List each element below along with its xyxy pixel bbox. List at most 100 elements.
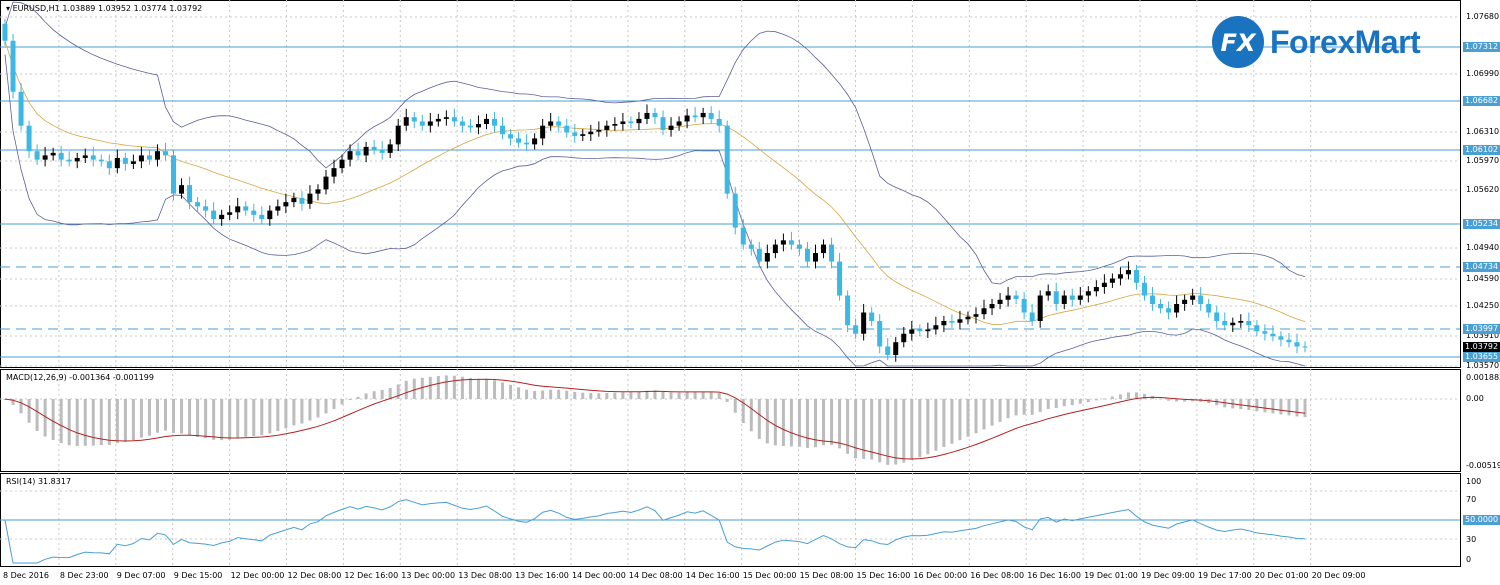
- macd-histogram-bar: [172, 399, 176, 433]
- candle-body: [660, 117, 666, 130]
- macd-histogram-bar: [773, 399, 777, 446]
- macd-histogram-bar: [284, 399, 288, 429]
- candle-body: [34, 151, 40, 160]
- macd-histogram-bar: [565, 390, 569, 399]
- macd-histogram-bar: [123, 399, 127, 442]
- macd-histogram-bar: [950, 399, 954, 444]
- macd-histogram-bar: [878, 399, 882, 463]
- candle-body: [556, 121, 562, 126]
- candle-body: [740, 227, 746, 245]
- candle-body: [243, 206, 249, 211]
- candle-body: [1238, 320, 1244, 323]
- dropdown-arrow-icon[interactable]: ▾: [6, 4, 11, 13]
- macd-histogram-bar: [19, 399, 23, 414]
- macd-histogram-bar: [412, 378, 416, 399]
- candle-body: [973, 314, 979, 317]
- candle-body: [748, 244, 754, 249]
- macd-histogram-bar: [733, 399, 737, 413]
- macd-histogram-bar: [549, 389, 553, 399]
- main-chart-pane[interactable]: ▾ EURUSD,H1 1.03889 1.03952 1.03774 1.03…: [0, 0, 1500, 370]
- candle-body: [179, 185, 185, 194]
- macd-histogram-bar: [966, 399, 970, 437]
- candle-body: [307, 193, 313, 204]
- candle-body: [1005, 295, 1011, 300]
- candle-body: [764, 253, 770, 262]
- macd-histogram-bar: [1118, 394, 1122, 399]
- macd-histogram-bar: [67, 399, 71, 446]
- macd-histogram-bar: [1215, 399, 1219, 406]
- candle-body: [195, 202, 201, 207]
- macd-histogram-bar: [1046, 399, 1050, 409]
- rsi-chart[interactable]: [0, 473, 1500, 568]
- candle-body: [997, 299, 1003, 305]
- candle-body: [451, 117, 457, 122]
- candle-body: [1037, 295, 1043, 321]
- macd-histogram-bar: [452, 375, 456, 399]
- candle-body: [732, 193, 738, 228]
- macd-histogram-bar: [765, 399, 769, 444]
- candle-body: [724, 125, 730, 194]
- macd-histogram-bar: [180, 399, 184, 434]
- level-price-tag: 1.03997: [1463, 324, 1500, 334]
- macd-histogram-bar: [974, 399, 978, 434]
- candle-body: [275, 206, 281, 211]
- price-chart[interactable]: [0, 0, 1500, 369]
- price-axis-label: 1.05970: [1466, 156, 1500, 165]
- candle-body: [50, 152, 56, 156]
- macd-histogram-bar: [533, 390, 537, 399]
- candle-body: [90, 155, 96, 160]
- macd-histogram-bar: [1295, 399, 1299, 417]
- chart-title-text: EURUSD,H1 1.03889 1.03952 1.03774 1.0379…: [12, 4, 203, 13]
- macd-histogram-bar: [1030, 399, 1034, 415]
- candle-body: [315, 189, 321, 194]
- time-axis-label: 16 Dec 08:00: [970, 571, 1025, 580]
- candle-body: [1278, 336, 1284, 340]
- macd-histogram-bar: [621, 392, 625, 399]
- macd-histogram-bar: [1102, 398, 1106, 400]
- macd-histogram-bar: [789, 399, 793, 447]
- macd-histogram-bar: [934, 399, 938, 451]
- macd-histogram-bar: [573, 391, 577, 399]
- logo-mark: FX: [1221, 29, 1257, 57]
- macd-pane[interactable]: MACD(12,26,9) -0.001364 -0.001199 0.0018…: [0, 369, 1500, 473]
- time-axis-label: 20 Dec 01:00: [1254, 571, 1309, 580]
- macd-histogram-bar: [1062, 399, 1066, 407]
- rsi-axis-70: 70: [1466, 495, 1477, 504]
- candle-body: [1198, 295, 1204, 305]
- macd-histogram-bar: [228, 399, 232, 440]
- macd-histogram-bar: [1006, 399, 1010, 419]
- time-axis-label: 14 Dec 08:00: [628, 571, 683, 580]
- macd-histogram-bar: [147, 399, 151, 436]
- macd-histogram-bar: [1287, 399, 1291, 416]
- macd-histogram-bar: [260, 399, 264, 436]
- candle-body: [796, 244, 802, 249]
- candle-body: [211, 210, 217, 220]
- macd-chart[interactable]: [0, 369, 1500, 473]
- candle-body: [363, 146, 369, 156]
- macd-histogram-bar: [541, 390, 545, 399]
- candle-body: [1294, 342, 1300, 347]
- macd-histogram-bar: [1078, 399, 1082, 404]
- macd-histogram-bar: [220, 399, 224, 441]
- candle-body: [66, 159, 72, 162]
- time-axis-label: 20 Dec 09:00: [1311, 571, 1366, 580]
- rsi-pane[interactable]: RSI(14) 31.8317 100 70 50.0000 30 0: [0, 473, 1500, 568]
- price-axis-label: 1.06990: [1466, 69, 1500, 78]
- candle-body: [427, 121, 433, 126]
- macd-histogram-bar: [990, 399, 994, 426]
- candle-body: [596, 129, 602, 132]
- candle-body: [1093, 287, 1099, 292]
- macd-histogram-bar: [404, 380, 408, 399]
- macd-histogram-bar: [324, 399, 328, 414]
- bollinger-upper-band: [4, 1, 1306, 285]
- time-axis-label: 8 Dec 2016: [3, 571, 50, 580]
- macd-histogram-bar: [781, 399, 785, 447]
- macd-histogram-bar: [139, 399, 143, 438]
- macd-histogram-bar: [131, 399, 135, 441]
- macd-histogram-bar: [380, 389, 384, 399]
- candle-body: [981, 308, 987, 315]
- macd-histogram-bar: [757, 399, 761, 439]
- candle-body: [700, 112, 706, 118]
- candle-body: [339, 159, 345, 169]
- macd-histogram-bar: [1086, 399, 1090, 403]
